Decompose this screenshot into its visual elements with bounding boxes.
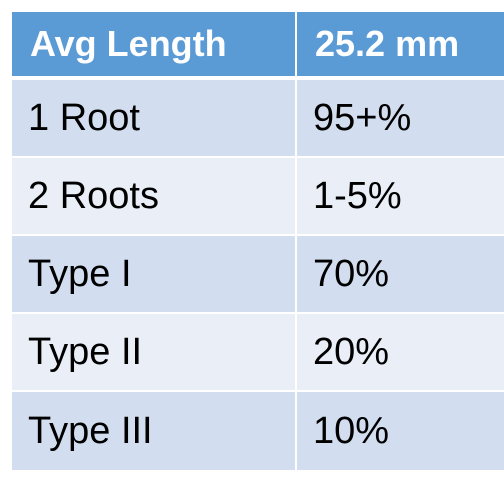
row-value-cell: 20%: [297, 314, 504, 392]
row-label-cell: Type III: [12, 392, 297, 472]
row-value-cell: 95+%: [297, 80, 504, 158]
row-label-cell: Type I: [12, 236, 297, 314]
row-label-cell: 1 Root: [12, 80, 297, 158]
row-value-cell: 1-5%: [297, 158, 504, 236]
row-label-cell: 2 Roots: [12, 158, 297, 236]
row-value-cell: 10%: [297, 392, 504, 472]
row-value-cell: 70%: [297, 236, 504, 314]
data-table: Avg Length 25.2 mm 1 Root 95+% 2 Roots 1…: [12, 12, 504, 472]
row-label-cell: Type II: [12, 314, 297, 392]
header-cell-avg-length: Avg Length: [12, 12, 297, 80]
header-cell-value: 25.2 mm: [297, 12, 504, 80]
